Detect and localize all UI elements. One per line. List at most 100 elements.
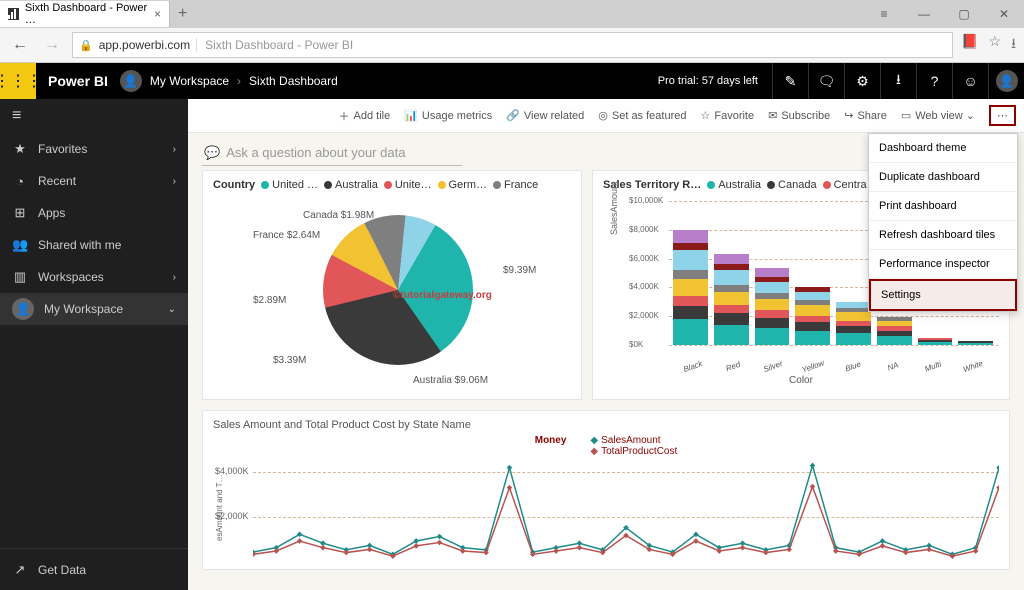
- pie-slice-label: Australia $9.06M: [413, 375, 488, 386]
- toolbar-item-icon: ✉: [768, 109, 777, 122]
- sidebar-item[interactable]: 👥 Shared with me: [0, 229, 188, 261]
- chevron-right-icon: ›: [173, 144, 176, 155]
- maximize-icon[interactable]: ▢: [944, 0, 984, 28]
- help-icon[interactable]: ?: [916, 63, 952, 99]
- y-tick: $2,000K: [629, 311, 659, 320]
- address-bar: ← → 🔒 app.powerbi.com Sixth Dashboard - …: [0, 28, 1024, 62]
- new-tab-button[interactable]: +: [170, 5, 195, 23]
- download-icon[interactable]: ⭳: [880, 63, 916, 99]
- line-chart-tile[interactable]: Sales Amount and Total Product Cost by S…: [202, 410, 1010, 570]
- pie-slice-label: $3.39M: [273, 355, 306, 366]
- sidebar-item-my-workspace[interactable]: 👤 My Workspace ⌄: [0, 293, 188, 325]
- pie-slice-label: $9.39M: [503, 265, 536, 276]
- edit-icon[interactable]: ✎: [772, 63, 808, 99]
- download-icon[interactable]: ⭳: [1011, 33, 1016, 57]
- waffle-icon[interactable]: ⋮⋮⋮: [0, 63, 36, 99]
- minimize-icon[interactable]: —: [904, 0, 944, 28]
- toolbar-item-label: Add tile: [354, 110, 391, 122]
- menu-item[interactable]: Duplicate dashboard: [869, 163, 1017, 192]
- sidebar-item[interactable]: ◔Recent›: [0, 165, 188, 197]
- get-data-label: Get Data: [38, 563, 86, 577]
- toolbar-item[interactable]: ▭Web view ⌄: [901, 108, 975, 124]
- legend-item: ◆TotalProductCost: [590, 446, 677, 457]
- lock-icon: 🔒: [79, 39, 93, 52]
- menu-item[interactable]: Settings: [869, 279, 1017, 311]
- get-data-icon: ↗: [12, 562, 28, 578]
- sidebar-item-label: Workspaces: [38, 270, 104, 284]
- menu-item[interactable]: Performance inspector: [869, 250, 1017, 279]
- menu-item[interactable]: Refresh dashboard tiles: [869, 221, 1017, 250]
- toolbar-item[interactable]: 🔗View related: [506, 108, 584, 124]
- toolbar-item[interactable]: ↪Share: [844, 108, 887, 124]
- sidebar-item-label: Favorites: [38, 142, 87, 156]
- trial-status: Pro trial: 57 days left: [644, 75, 772, 87]
- bar-segment: [755, 310, 790, 317]
- notifications-icon[interactable]: 🗨: [808, 63, 844, 99]
- bookmark-icon[interactable]: ☆: [989, 33, 1002, 57]
- tab-close-icon[interactable]: ×: [154, 7, 161, 21]
- x-tick: Yellow: [793, 355, 834, 377]
- pie-title: Country: [213, 179, 255, 191]
- avatar-icon[interactable]: 👤: [120, 70, 142, 92]
- sidebar-item-icon: 👥: [12, 237, 28, 253]
- breadcrumb-workspace[interactable]: My Workspace: [150, 74, 229, 88]
- bar-segment: [714, 285, 749, 292]
- bar-segment: [714, 313, 749, 325]
- hamburger-icon[interactable]: ≡: [0, 99, 188, 133]
- sidebar-item-icon: ★: [12, 141, 28, 157]
- browser-chrome: Sixth Dashboard - Power … × + ≡ — ▢ ✕ ← …: [0, 0, 1024, 63]
- toolbar-item-label: Favorite: [714, 110, 754, 122]
- menu-item[interactable]: Print dashboard: [869, 192, 1017, 221]
- toolbar-item[interactable]: ＋Add tile: [339, 108, 391, 124]
- bar-segment: [958, 343, 993, 345]
- get-data-button[interactable]: ↗ Get Data: [0, 548, 188, 590]
- sidebar-item[interactable]: ⊞Apps: [0, 197, 188, 229]
- more-options-button[interactable]: ⋯: [989, 105, 1016, 126]
- more-options-menu: Dashboard themeDuplicate dashboardPrint …: [868, 133, 1018, 312]
- sidebar-item-label: Shared with me: [38, 238, 121, 252]
- settings-icon[interactable]: ⚙: [844, 63, 880, 99]
- toolbar-item-icon: ↪: [844, 109, 853, 122]
- sidebar-item-label: Apps: [38, 206, 65, 220]
- toolbar-item[interactable]: 📊Usage metrics: [404, 108, 492, 124]
- menu-item[interactable]: Dashboard theme: [869, 134, 1017, 163]
- profile-avatar[interactable]: 👤: [988, 63, 1024, 99]
- watermark: ©tutorialgateway.org: [393, 290, 492, 301]
- chevron-right-icon: ›: [173, 176, 176, 187]
- tab-title: Sixth Dashboard - Power …: [25, 2, 148, 26]
- sidebar-item[interactable]: ★ Favorites ›: [0, 133, 188, 165]
- menu-icon[interactable]: ≡: [864, 0, 904, 28]
- reading-icon[interactable]: 📕: [961, 33, 978, 57]
- bar-segment: [836, 326, 871, 333]
- x-tick: White: [953, 355, 994, 377]
- x-tick: NA: [873, 355, 914, 377]
- toolbar-item[interactable]: ◎Set as featured: [598, 108, 686, 124]
- chevron-down-icon: ⌄: [168, 304, 176, 315]
- x-tick: Blue: [833, 355, 874, 377]
- breadcrumb: My Workspace › Sixth Dashboard: [150, 74, 338, 88]
- line-legend: Money ◆SalesAmount◆TotalProductCost: [213, 435, 999, 457]
- url-input[interactable]: 🔒 app.powerbi.com Sixth Dashboard - Powe…: [72, 32, 953, 58]
- bar: [755, 268, 790, 345]
- bar-segment: [714, 305, 749, 314]
- breadcrumb-dashboard[interactable]: Sixth Dashboard: [249, 74, 338, 88]
- close-icon[interactable]: ✕: [984, 0, 1024, 28]
- browser-tab[interactable]: Sixth Dashboard - Power … ×: [0, 1, 170, 27]
- bar-y-label: SalesAmount: [609, 181, 619, 235]
- back-button[interactable]: ←: [8, 36, 32, 54]
- y-tick: $10,000K: [629, 196, 663, 205]
- pie-chart-tile[interactable]: Country United …AustraliaUnite…Germ…Fran…: [202, 170, 582, 400]
- toolbar-item[interactable]: ✉Subscribe: [768, 108, 830, 124]
- bar-segment: [673, 230, 708, 243]
- forward-button[interactable]: →: [40, 36, 64, 54]
- powerbi-favicon-icon: [8, 8, 19, 20]
- toolbar-item-label: Usage metrics: [422, 110, 492, 122]
- qna-placeholder: Ask a question about your data: [226, 145, 405, 161]
- toolbar-item[interactable]: ☆Favorite: [700, 108, 754, 124]
- legend-item: Unite…: [384, 179, 432, 191]
- legend-item: United …: [261, 179, 318, 191]
- sidebar-item[interactable]: ▥Workspaces›: [0, 261, 188, 293]
- qna-input[interactable]: 💬 Ask a question about your data: [202, 141, 462, 166]
- feedback-icon[interactable]: ☺: [952, 63, 988, 99]
- bar-segment: [795, 331, 830, 345]
